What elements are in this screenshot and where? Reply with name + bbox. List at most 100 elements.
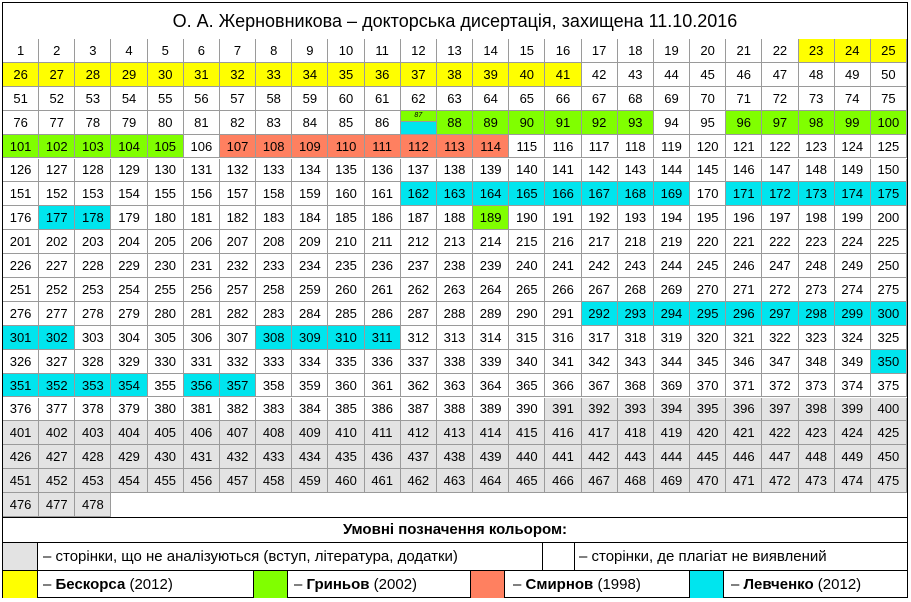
page-cell: 442 bbox=[581, 445, 618, 470]
page-cell: 299 bbox=[834, 301, 871, 326]
page-cell: 341 bbox=[545, 349, 582, 374]
page-cell: 137 bbox=[400, 158, 437, 183]
page-cell: 332 bbox=[219, 349, 257, 374]
page-cell: 410 bbox=[328, 421, 365, 446]
page-cell: 354 bbox=[111, 373, 148, 398]
page-cell: 396 bbox=[726, 397, 763, 422]
page-cell: 347 bbox=[762, 349, 799, 374]
page-cell: 13 bbox=[436, 39, 474, 63]
page-cell: 19 bbox=[653, 39, 691, 63]
page-cell: 101 bbox=[3, 134, 40, 159]
page-cell: 82 bbox=[219, 110, 257, 135]
page-cell: 447 bbox=[762, 445, 799, 470]
page-cell: 30 bbox=[147, 62, 184, 87]
page-cell: 432 bbox=[219, 445, 257, 470]
page-cell: 241 bbox=[545, 254, 582, 278]
page-cell: 468 bbox=[617, 469, 654, 494]
page-cell: 202 bbox=[39, 230, 76, 255]
page-cell: 421 bbox=[726, 421, 763, 446]
page-cell: 297 bbox=[762, 301, 799, 326]
page-cell: 462 bbox=[400, 469, 437, 494]
page-cell: 218 bbox=[617, 230, 654, 255]
page-cell: 329 bbox=[111, 349, 148, 374]
page-cell: 193 bbox=[617, 206, 654, 231]
page-cell: 126 bbox=[3, 158, 40, 183]
page-cell: 21 bbox=[726, 39, 763, 63]
page-cell: 149 bbox=[834, 158, 871, 183]
page-cell: 77 bbox=[39, 110, 76, 135]
page-cell: 36 bbox=[364, 62, 401, 87]
page-cell: 362 bbox=[400, 373, 437, 398]
page-cell: 443 bbox=[617, 445, 654, 470]
page-cell: 415 bbox=[509, 421, 546, 446]
page-cell: 41 bbox=[545, 62, 582, 87]
page-cell: 392 bbox=[581, 397, 618, 422]
page-cell: 175 bbox=[870, 182, 907, 207]
page-cell: 374 bbox=[834, 373, 871, 398]
page-cell: 438 bbox=[436, 445, 474, 470]
page-cell: 129 bbox=[111, 158, 148, 183]
page-cell: 87 bbox=[400, 110, 437, 135]
page-cell: 390 bbox=[509, 397, 546, 422]
page-cell: 240 bbox=[509, 254, 546, 278]
page-cell: 107 bbox=[219, 134, 257, 159]
page-cell: 79 bbox=[111, 110, 148, 135]
page-cell: 206 bbox=[183, 230, 220, 255]
page-cell: 231 bbox=[183, 254, 220, 278]
page-cell: 197 bbox=[762, 206, 799, 231]
page-cell: 311 bbox=[364, 325, 401, 350]
page-cell: 189 bbox=[473, 206, 510, 231]
page-cell: 59 bbox=[292, 86, 329, 111]
page-cell: 227 bbox=[39, 254, 76, 278]
page-cell: 80 bbox=[147, 110, 184, 135]
page-cell: 386 bbox=[364, 397, 401, 422]
page-cell: 264 bbox=[473, 278, 510, 302]
page-cell: 165 bbox=[509, 182, 546, 207]
page-cell: 246 bbox=[726, 254, 763, 278]
page-cell: 220 bbox=[690, 230, 727, 255]
page-cell: 376 bbox=[3, 397, 40, 422]
page-cell: 96 bbox=[726, 110, 763, 135]
page-cell: 261 bbox=[364, 278, 401, 302]
page-cell: 47 bbox=[762, 62, 799, 87]
page-cell: 345 bbox=[690, 349, 727, 374]
page-cell: 95 bbox=[690, 110, 727, 135]
page-cell: 342 bbox=[581, 349, 618, 374]
page-cell: 309 bbox=[292, 325, 329, 350]
page-cell: 169 bbox=[653, 182, 691, 207]
page-cell: 215 bbox=[509, 230, 546, 255]
page-cell: 294 bbox=[653, 301, 691, 326]
page-cell: 18 bbox=[617, 39, 654, 63]
page-cell: 234 bbox=[292, 254, 329, 278]
page-cell: 106 bbox=[183, 134, 220, 159]
page-cell: 295 bbox=[690, 301, 727, 326]
legend-swatch-grey bbox=[3, 543, 38, 570]
page-cell: 316 bbox=[545, 325, 582, 350]
page-cell: 256 bbox=[183, 278, 220, 302]
page-cell: 27 bbox=[39, 62, 76, 87]
page-cell: 449 bbox=[834, 445, 871, 470]
page-cell: 391 bbox=[545, 397, 582, 422]
legend-swatch-green bbox=[253, 571, 288, 598]
page-cell: 185 bbox=[328, 206, 365, 231]
page-cell: 105 bbox=[147, 134, 184, 159]
page-cell-split-bottom bbox=[400, 122, 436, 134]
page-cell: 111 bbox=[364, 134, 401, 159]
page-cell: 293 bbox=[617, 301, 654, 326]
page-cell: 45 bbox=[690, 62, 727, 87]
page-cell: 405 bbox=[147, 421, 184, 446]
page-cell: 463 bbox=[436, 469, 474, 494]
page-cell: 426 bbox=[3, 445, 40, 470]
page-cell: 81 bbox=[183, 110, 220, 135]
page-cell: 142 bbox=[581, 158, 618, 183]
page-cell: 134 bbox=[292, 158, 329, 183]
page-cell: 363 bbox=[436, 373, 474, 398]
page-cell: 40 bbox=[509, 62, 546, 87]
page-cell: 326 bbox=[3, 349, 40, 374]
page-cell: 333 bbox=[256, 349, 293, 374]
page-cell: 173 bbox=[798, 182, 835, 207]
page-cell: 401 bbox=[3, 421, 40, 446]
page-cell: 313 bbox=[436, 325, 474, 350]
page-cell: 281 bbox=[183, 301, 220, 326]
page-cell: 150 bbox=[870, 158, 907, 183]
